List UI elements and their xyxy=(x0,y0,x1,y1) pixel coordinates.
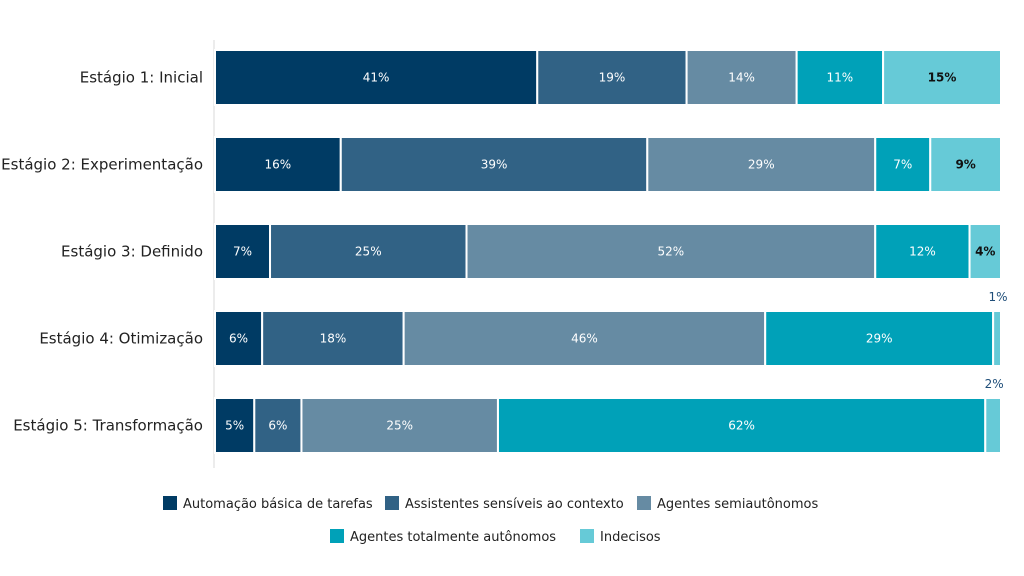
category-label: Estágio 3: Definido xyxy=(61,243,203,261)
legend-label: Agentes totalmente autônomos xyxy=(350,530,556,545)
data-label: 25% xyxy=(386,419,413,433)
data-label: 11% xyxy=(827,71,854,85)
data-label: 6% xyxy=(229,332,248,346)
bar-segment xyxy=(214,310,264,367)
legend-swatch xyxy=(385,496,399,510)
legend-swatch xyxy=(330,529,344,543)
data-label: 25% xyxy=(355,245,382,259)
legend-label: Assistentes sensíveis ao contexto xyxy=(405,497,624,512)
bar-segment xyxy=(261,310,405,367)
bar-segment xyxy=(465,223,877,280)
bar-segment xyxy=(253,397,303,454)
data-label: 29% xyxy=(866,332,893,346)
category-label: Estágio 1: Inicial xyxy=(80,69,203,87)
data-label: 6% xyxy=(268,419,287,433)
data-label: 41% xyxy=(363,71,390,85)
data-label: 2% xyxy=(985,377,1004,391)
bar-segment xyxy=(764,310,995,367)
category-label: Estágio 5: Transformação xyxy=(13,417,203,435)
bar-segment xyxy=(214,397,256,454)
data-label: 16% xyxy=(265,158,292,172)
legend-swatch xyxy=(163,496,177,510)
legend-swatch xyxy=(580,529,594,543)
data-label: 14% xyxy=(728,71,755,85)
data-label: 9% xyxy=(955,158,975,172)
bar-segment xyxy=(496,397,987,454)
data-label: 18% xyxy=(320,332,347,346)
legend-label: Automação básica de tarefas xyxy=(183,497,373,512)
data-label: 7% xyxy=(233,245,252,259)
data-label: 29% xyxy=(748,158,775,172)
bar-segment xyxy=(992,310,1003,367)
data-label: 46% xyxy=(571,332,598,346)
bar-segment xyxy=(984,397,1003,454)
data-label: 62% xyxy=(728,419,755,433)
legend-swatch xyxy=(637,496,651,510)
data-label: 7% xyxy=(893,158,912,172)
bar-segment xyxy=(968,223,1002,280)
data-label: 39% xyxy=(481,158,508,172)
bar-segment xyxy=(685,49,798,106)
data-label: 1% xyxy=(989,290,1008,304)
bar-segment xyxy=(874,136,932,193)
data-label: 5% xyxy=(225,419,244,433)
bar-segment xyxy=(536,49,688,106)
data-label: 12% xyxy=(909,245,936,259)
data-label: 52% xyxy=(658,245,685,259)
data-label: 15% xyxy=(928,71,957,85)
bar-segment xyxy=(214,223,272,280)
category-label: Estágio 4: Otimização xyxy=(39,330,203,348)
bar-segment xyxy=(874,223,971,280)
data-label: 19% xyxy=(599,71,626,85)
data-label: 4% xyxy=(975,245,995,259)
bar-segment xyxy=(402,310,767,367)
legend-label: Agentes semiautônomos xyxy=(657,497,818,512)
category-label: Estágio 2: Experimentação xyxy=(1,156,203,174)
bar-segment xyxy=(882,49,1002,106)
legend-label: Indecisos xyxy=(600,530,661,545)
bar-segment xyxy=(929,136,1003,193)
